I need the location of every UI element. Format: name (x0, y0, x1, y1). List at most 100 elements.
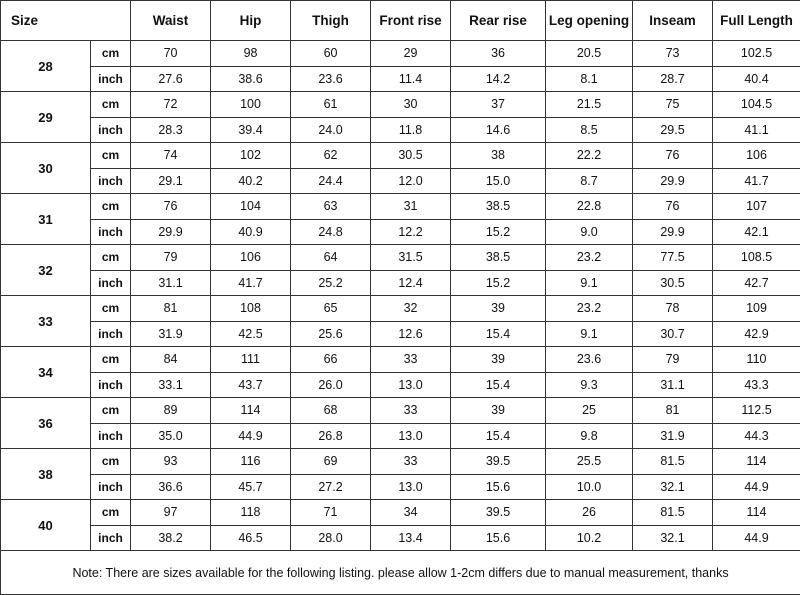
measurement: 26.0 (290, 371, 372, 398)
measurement: 15.6 (450, 473, 547, 500)
measurement: 8.5 (545, 116, 634, 143)
data-row: inch 31.9 42.5 25.6 12.6 15.4 9.1 30.7 42.9 (1, 320, 800, 347)
measurement: 102 (210, 142, 292, 169)
measurement: 39 (450, 397, 547, 424)
measurement: 13.0 (370, 371, 452, 398)
data-row: inch 38.2 46.5 28.0 13.4 15.6 10.2 32.1 44.9 (1, 524, 800, 551)
header-row: Size Waist Hip Thigh Front rise Rear rise Leg … (0, 0, 800, 41)
measurement: 21.5 (545, 91, 634, 118)
measurement: 11.8 (370, 116, 452, 143)
measurement: 9.8 (545, 422, 634, 449)
measurement: 12.0 (370, 167, 452, 194)
measurement: 27.6 (130, 65, 212, 92)
measurement: 8.7 (545, 167, 634, 194)
size-label: 38 (0, 448, 91, 500)
measurement: 15.4 (450, 371, 547, 398)
measurement: 30.5 (632, 269, 714, 296)
column-header: Full Length (712, 0, 800, 41)
measurement: 30.7 (632, 320, 714, 347)
measurement: 29.9 (632, 218, 714, 245)
measurement: 29.9 (130, 218, 212, 245)
measurement: 14.6 (450, 116, 547, 143)
data-row: 40 cm 97 118 71 34 39.5 26 81.5 114 (0, 499, 800, 551)
measurement: 12.6 (370, 320, 452, 347)
measurement: 77.5 (632, 244, 714, 271)
measurement: 12.4 (370, 269, 452, 296)
measurement: 15.6 (450, 524, 547, 551)
measurement: 9.3 (545, 371, 634, 398)
measurement: 109 (712, 295, 800, 322)
measurement: 76 (632, 142, 714, 169)
measurement: 42.1 (712, 218, 800, 245)
measurement: 30.5 (370, 142, 452, 169)
measurement: 44.9 (712, 524, 800, 551)
size-label: 34 (0, 346, 91, 398)
measurement: 32 (370, 295, 452, 322)
measurement: 24.0 (290, 116, 372, 143)
measurement: 13.4 (370, 524, 452, 551)
measurement: 78 (632, 295, 714, 322)
measurement: 107 (712, 193, 800, 220)
column-header: Thigh (290, 0, 372, 41)
size-label: 32 (0, 244, 91, 296)
measurement: 38.5 (450, 244, 547, 271)
measurement: 22.2 (545, 142, 634, 169)
unit-label: cm (89, 142, 132, 169)
measurement: 9.0 (545, 218, 634, 245)
measurement: 29.5 (632, 116, 714, 143)
measurement: 40.2 (210, 167, 292, 194)
measurement: 71 (290, 499, 372, 526)
measurement: 70 (130, 40, 212, 67)
unit-label: cm (89, 91, 132, 118)
note: Note: There are sizes available for the … (0, 550, 800, 595)
measurement: 15.2 (450, 218, 547, 245)
measurement: 31.1 (130, 269, 212, 296)
measurement: 65 (290, 295, 372, 322)
measurement: 25.5 (545, 448, 634, 475)
measurement: 36 (450, 40, 547, 67)
measurement: 14.2 (450, 65, 547, 92)
measurement: 111 (210, 346, 292, 373)
measurement: 10.0 (545, 473, 634, 500)
measurement: 116 (210, 448, 292, 475)
column-header: Waist (130, 0, 212, 41)
unit-label: inch (89, 371, 132, 398)
measurement: 42.5 (210, 320, 292, 347)
measurement: 9.1 (545, 269, 634, 296)
size-label: 29 (0, 91, 91, 143)
measurement: 29 (370, 40, 452, 67)
measurement: 41.1 (712, 116, 800, 143)
measurement: 79 (130, 244, 212, 271)
unit-label: inch (89, 65, 132, 92)
column-header: Leg opening (545, 0, 634, 41)
measurement: 38 (450, 142, 547, 169)
data-row: 34 cm 84 111 66 33 39 23.6 79 110 (0, 346, 800, 398)
measurement: 38.5 (450, 193, 547, 220)
measurement: 38.6 (210, 65, 292, 92)
unit-label: inch (89, 218, 132, 245)
measurement: 28.7 (632, 65, 714, 92)
measurement: 13.0 (370, 473, 452, 500)
data-row: 32 cm 79 106 64 31.5 38.5 23.2 77.5 108.5 (0, 244, 800, 296)
size-label: 40 (0, 499, 91, 551)
unit-label: cm (89, 244, 132, 271)
measurement: 12.2 (370, 218, 452, 245)
measurement: 24.8 (290, 218, 372, 245)
measurement: 44.3 (712, 422, 800, 449)
measurement: 15.2 (450, 269, 547, 296)
measurement: 34 (370, 499, 452, 526)
measurement: 81.5 (632, 448, 714, 475)
measurement: 25.6 (290, 320, 372, 347)
measurement: 43.3 (712, 371, 800, 398)
measurement: 40.9 (210, 218, 292, 245)
measurement: 15.4 (450, 422, 547, 449)
measurement: 74 (130, 142, 212, 169)
data-row: inch 31.1 41.7 25.2 12.4 15.2 9.1 30.5 42.7 (1, 269, 800, 296)
measurement: 32.1 (632, 473, 714, 500)
data-row: inch 36.6 45.7 27.2 13.0 15.6 10.0 32.1 44.9 (1, 473, 800, 500)
unit-label: inch (89, 320, 132, 347)
measurement: 97 (130, 499, 212, 526)
measurement: 42.7 (712, 269, 800, 296)
measurement: 28.3 (130, 116, 212, 143)
